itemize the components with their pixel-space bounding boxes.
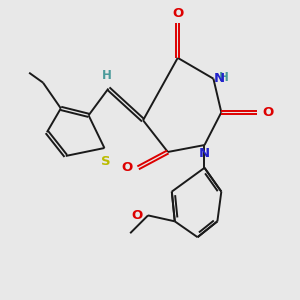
- Text: N: N: [199, 146, 210, 160]
- Text: O: O: [131, 209, 143, 222]
- Text: O: O: [262, 106, 274, 119]
- Text: O: O: [122, 161, 133, 174]
- Text: N: N: [214, 72, 225, 85]
- Text: H: H: [102, 69, 112, 82]
- Text: O: O: [172, 7, 183, 20]
- Text: H: H: [219, 71, 229, 84]
- Text: S: S: [101, 154, 111, 168]
